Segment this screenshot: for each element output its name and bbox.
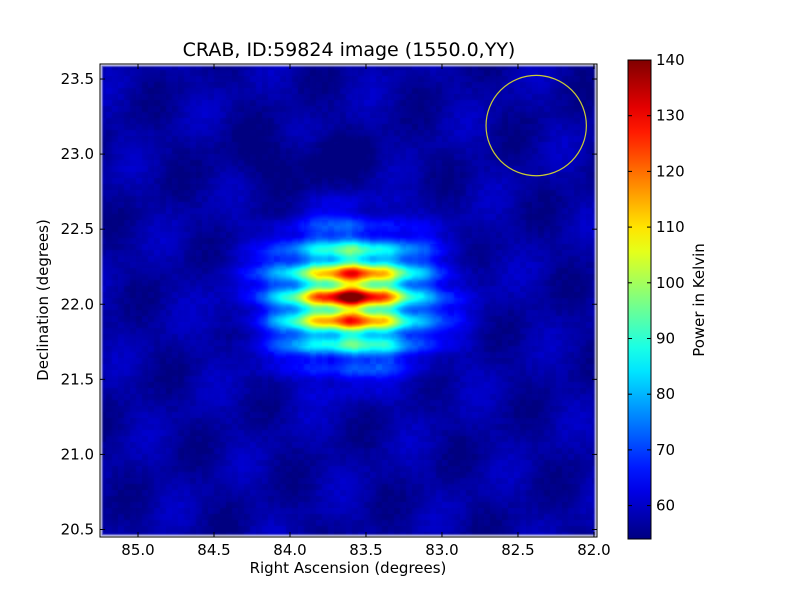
y-tick-label: 20.5 [61, 520, 94, 538]
colorbar: 60 70 80 90 100 110 120 130 140 Power in Kelvin [627, 51, 708, 540]
colorbar-ticks: 60 70 80 90 100 110 120 130 140 [628, 51, 685, 515]
x-tick-label: 83.0 [425, 541, 458, 559]
colorbar-tick-label: 60 [656, 497, 675, 515]
colorbar-tick-label: 120 [656, 162, 685, 180]
colorbar-tick-label: 70 [656, 441, 675, 459]
y-tick-label: 23.5 [61, 70, 94, 88]
x-tick-label: 84.5 [197, 541, 230, 559]
y-axis-label: Declination (degrees) [34, 219, 52, 381]
x-axis-ticks: 85.0 84.5 84.0 83.5 83.0 82.5 82.0 [121, 64, 611, 559]
plot-frame [99, 63, 598, 538]
colorbar-tick-label: 110 [656, 218, 685, 236]
y-tick-label: 22.5 [61, 220, 94, 238]
beam-circle [485, 74, 587, 177]
x-tick-label: 82.0 [577, 541, 610, 559]
chart-title: CRAB, ID:59824 image (1550.0,YY) [183, 39, 516, 61]
heatmap-image [100, 64, 597, 537]
heatmap-canvas [100, 64, 597, 537]
y-axis-ticks: 20.5 21.0 21.5 22.0 22.5 23.0 23.5 [61, 70, 597, 538]
y-tick-label: 21.0 [61, 445, 94, 463]
colorbar-label: Power in Kelvin [690, 243, 708, 357]
colorbar-tick-label: 80 [656, 385, 675, 403]
colorbar-gradient [627, 59, 652, 540]
colorbar-tick-label: 140 [656, 51, 685, 69]
y-tick-label: 21.5 [61, 370, 94, 388]
colorbar-tick-label: 130 [656, 107, 685, 125]
y-tick-label: 23.0 [61, 145, 94, 163]
x-tick-label: 83.5 [349, 541, 382, 559]
y-tick-label: 22.0 [61, 295, 94, 313]
x-tick-label: 85.0 [121, 541, 154, 559]
colorbar-tick-label: 100 [656, 274, 685, 292]
x-tick-label: 84.0 [273, 541, 306, 559]
x-tick-label: 82.5 [501, 541, 534, 559]
colorbar-tick-label: 90 [656, 329, 675, 347]
x-axis-label: Right Ascension (degrees) [250, 559, 447, 577]
